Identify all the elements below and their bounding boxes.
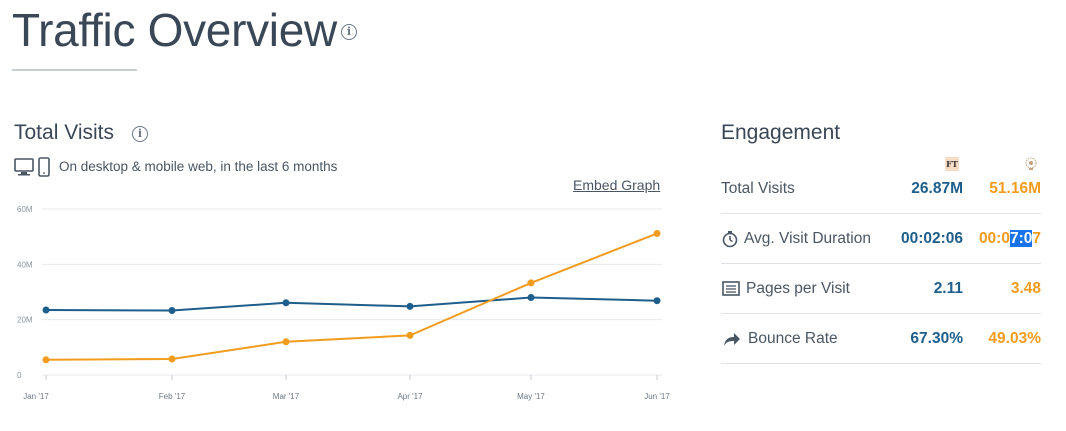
y-tick-label: 60M	[17, 205, 33, 214]
x-axis-labels: Jan '17 Feb '17 Mar '17 Apr '17 May '17 Jun '…	[23, 375, 670, 401]
data-point	[42, 356, 50, 364]
device-icons	[14, 157, 50, 177]
info-icon[interactable]: i	[132, 126, 148, 142]
site-a-value: 2.11	[933, 280, 963, 297]
total-visits-chart: 0 20M 40M 60M Jan '17 Feb '17 Mar '17 Apr '17 M…	[17, 205, 670, 401]
page-title: Traffic Overview	[12, 4, 337, 56]
engagement-row-bounce-rate: Bounce Rate 67.30% 49.03%	[721, 314, 1041, 364]
data-point	[527, 294, 535, 301]
info-icon[interactable]: i	[341, 24, 357, 40]
ft-logo: FT	[945, 157, 959, 171]
site-a-value: 26.87M	[911, 180, 963, 197]
x-tick-label: Jan '17	[23, 392, 49, 401]
engagement-label: Total Visits	[721, 180, 795, 197]
share-arrow-icon	[724, 333, 740, 346]
chart-subtitle: On desktop & mobile web, in the last 6 m…	[59, 159, 338, 174]
data-point	[42, 306, 50, 314]
data-point	[282, 338, 290, 346]
data-point	[168, 355, 176, 363]
data-point	[527, 279, 535, 287]
engagement-row-total-visits: Total Visits 26.87M 51.16M	[721, 164, 1041, 214]
x-tick-label: Feb '17	[159, 392, 186, 401]
site-b-value: 00:07:07	[978, 230, 1041, 247]
y-tick-label: 20M	[17, 316, 33, 325]
series-line-0	[45, 296, 658, 312]
site-logo	[1025, 157, 1037, 170]
engagement-label: Pages per Visit	[721, 280, 850, 298]
x-tick-label: Jun '17	[644, 392, 670, 401]
x-tick-label: May '17	[517, 392, 545, 401]
series-line-1	[45, 232, 658, 361]
selection-highlight: 7:0	[1009, 230, 1033, 247]
site-a-value: 67.30%	[910, 330, 963, 347]
data-point	[168, 307, 176, 314]
engagement-title: Engagement	[721, 121, 841, 144]
embed-graph-link[interactable]: Embed Graph	[573, 177, 661, 193]
total-visits-title: Total Visits	[14, 121, 114, 144]
site-b-value: 49.03%	[988, 330, 1041, 347]
svg-text:FT: FT	[946, 159, 958, 169]
engagement-row-pages-per-visit: Pages per Visit 2.11 3.48	[721, 264, 1041, 314]
y-axis-labels: 0 20M 40M 60M	[17, 205, 33, 380]
engagement-label: Bounce Rate	[721, 330, 838, 348]
site-b-value: 3.48	[1010, 280, 1041, 297]
x-tick-label: Apr '17	[397, 392, 423, 401]
pages-icon	[722, 281, 740, 296]
engagement-row-avg-visit-duration: Avg. Visit Duration 00:02:06 00:07:07	[721, 214, 1041, 264]
data-point	[653, 230, 661, 237]
engagement-label: Avg. Visit Duration	[721, 230, 871, 248]
chart-series	[42, 230, 661, 364]
mobile-icon	[38, 157, 50, 177]
desktop-icon	[14, 158, 34, 176]
data-point	[406, 302, 414, 310]
title-underline	[12, 69, 137, 71]
data-point	[406, 331, 414, 339]
data-point	[653, 297, 661, 305]
y-tick-label: 40M	[17, 260, 33, 269]
x-tick-label: Mar '17	[273, 392, 300, 401]
stopwatch-icon	[722, 231, 738, 248]
site-a-value: 00:02:06	[900, 230, 963, 247]
data-point	[282, 299, 290, 307]
y-tick-label: 0	[17, 371, 22, 380]
site-b-value: 51.16M	[989, 180, 1041, 197]
chart-grid	[42, 208, 662, 376]
